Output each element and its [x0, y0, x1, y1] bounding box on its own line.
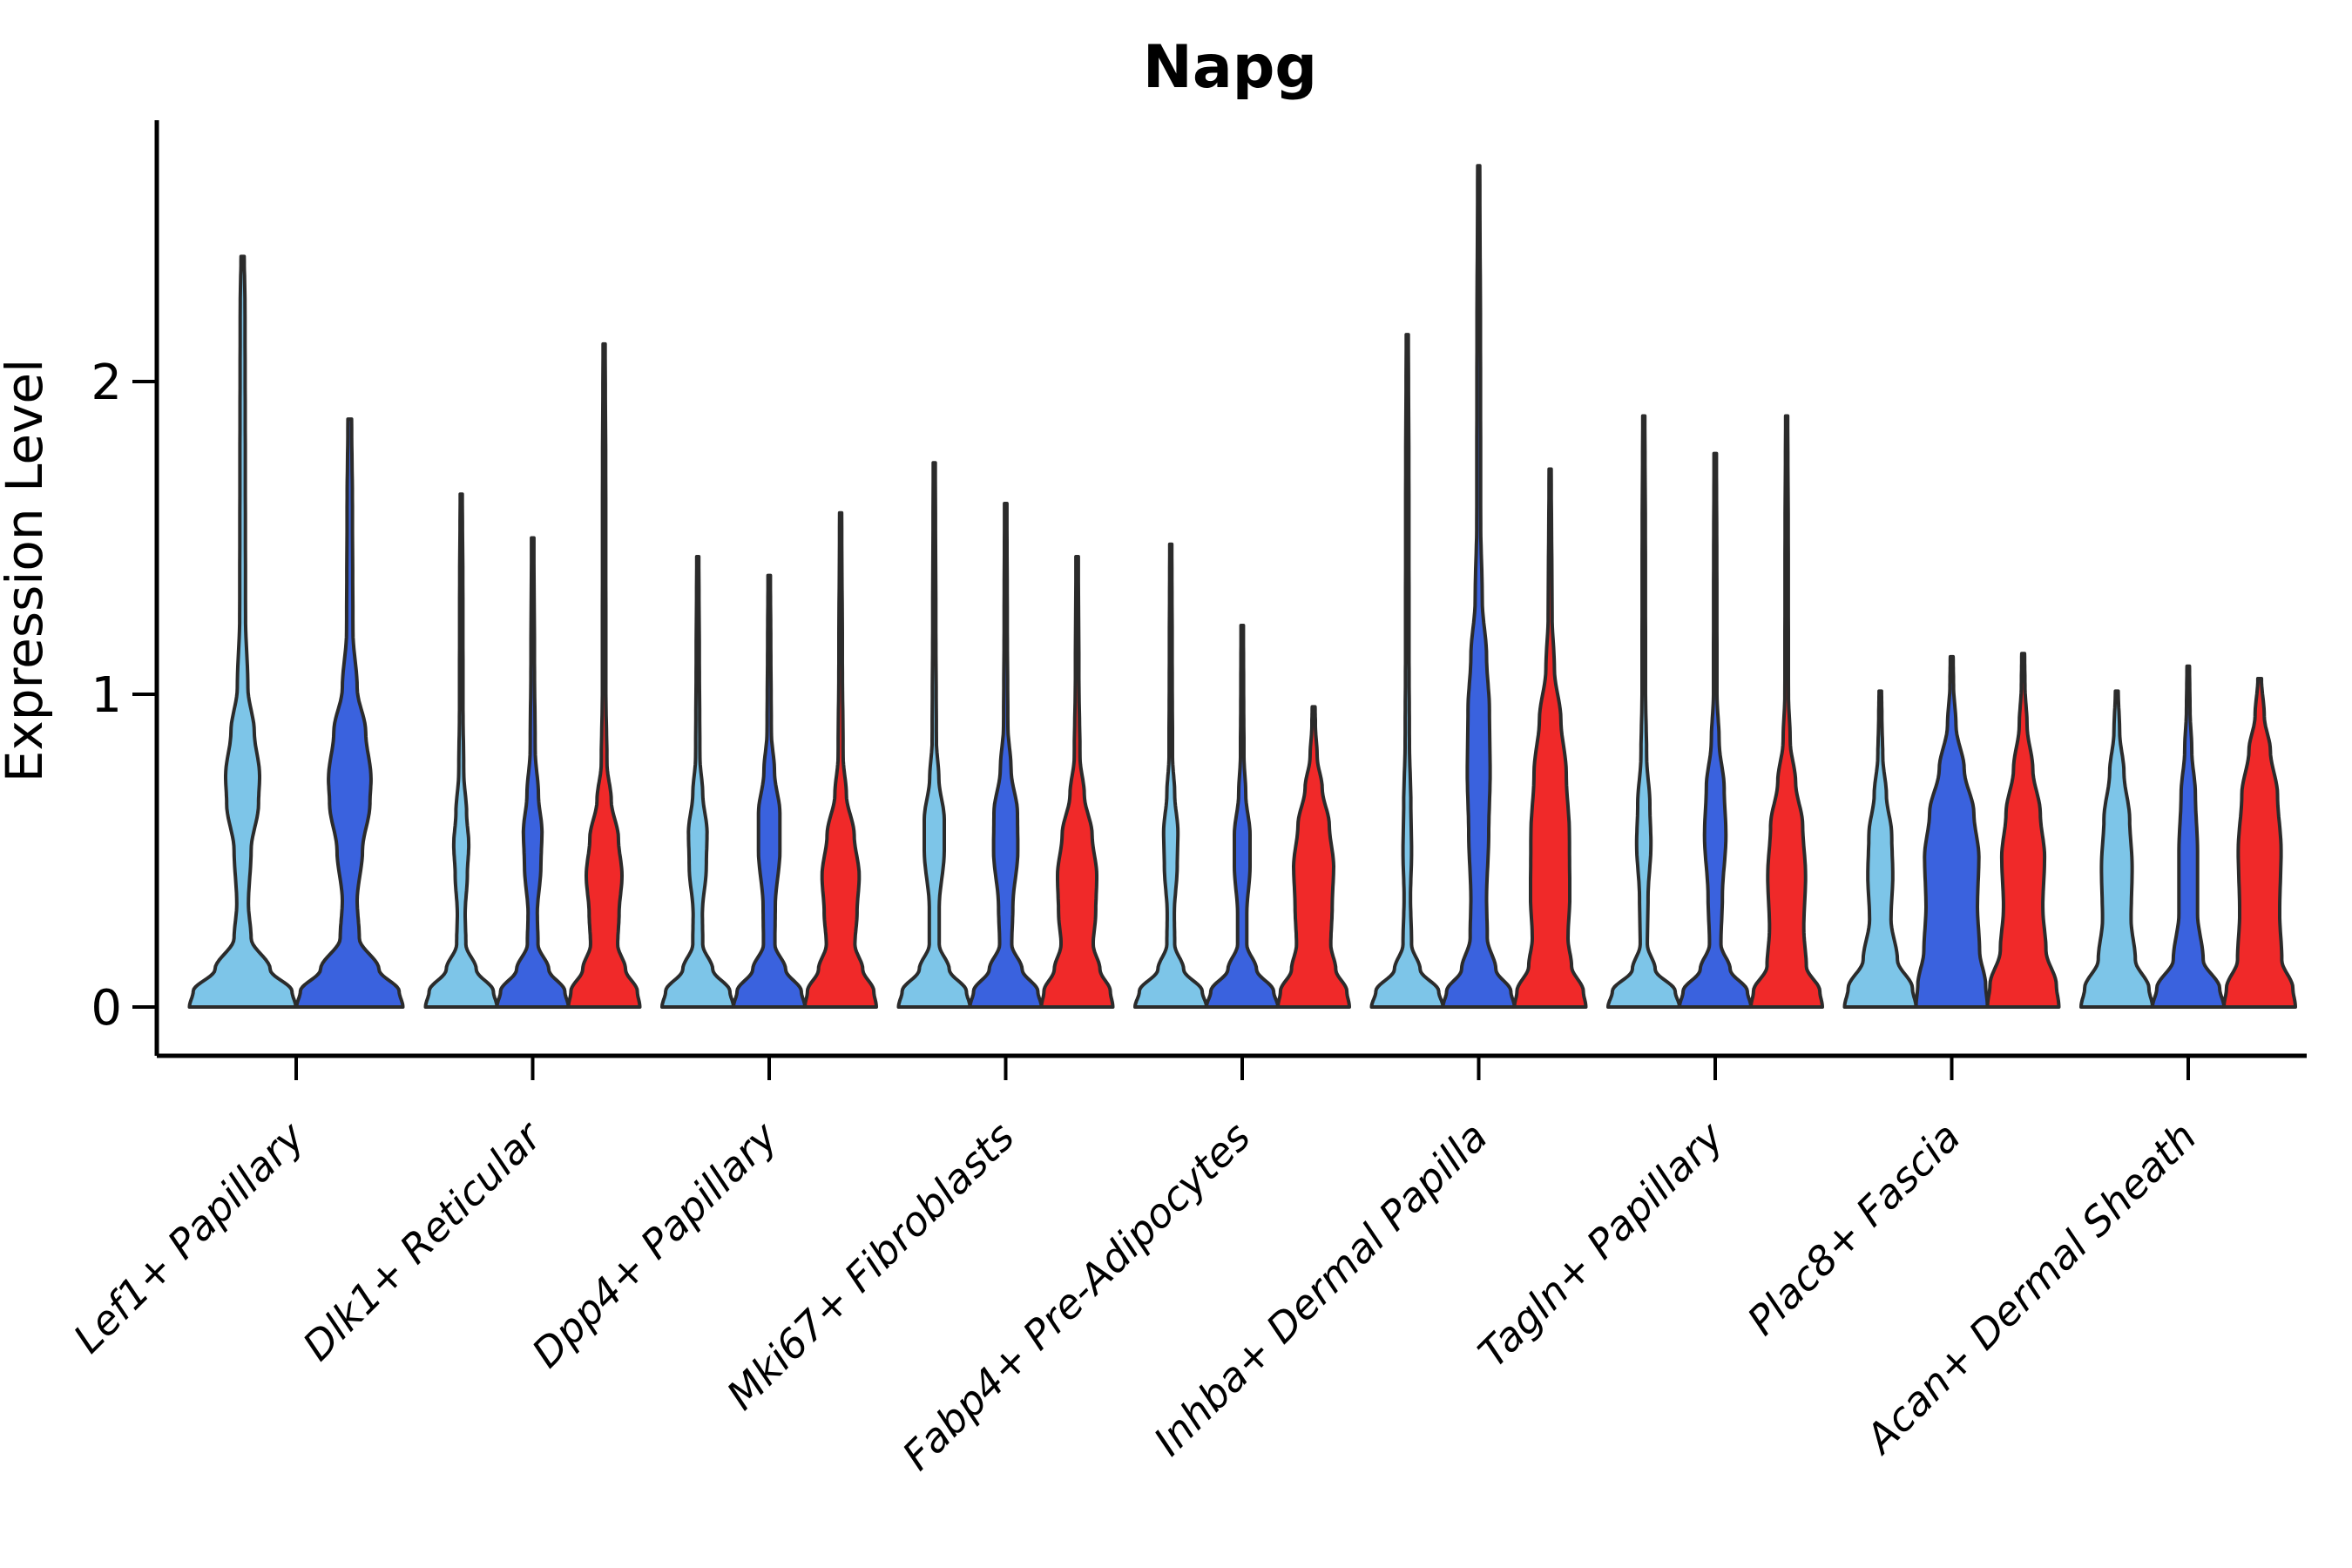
violin-dpp4-papillary-light-blue	[660, 555, 735, 1009]
violin-tagln-papillary-red	[1749, 414, 1824, 1009]
violin-dpp4-papillary-dark-blue	[732, 573, 807, 1009]
x-tick-label-tagln-papillary: Tagln+ Papillary	[1469, 1112, 1733, 1376]
violin-inhba-dermal-papilla-red	[1512, 467, 1588, 1009]
violin-fabp4-pre-adipocytes-dark-blue	[1205, 624, 1280, 1009]
x-tick-label-dpp4-papillary: Dpp4+ Papillary	[523, 1112, 787, 1376]
y-tick-label-2: 2	[91, 355, 122, 411]
violin-acan-dermal-sheath-light-blue	[2079, 689, 2154, 1009]
plot-title: Napg	[1143, 33, 1317, 102]
violin-mki67-fibroblasts-dark-blue	[968, 502, 1044, 1009]
violin-plac8-fascia-light-blue	[1842, 689, 1918, 1009]
violin-fabp4-pre-adipocytes-light-blue	[1133, 542, 1208, 1009]
y-tick-label-0: 0	[91, 980, 122, 1037]
x-tick-label-lef1-papillary: Lef1+ Papillary	[64, 1112, 314, 1362]
y-axis-label: Expression Level	[0, 359, 54, 782]
y-tick-label-1: 1	[91, 667, 122, 724]
violin-acan-dermal-sheath-dark-blue	[2151, 664, 2226, 1009]
violin-lef1-papillary-light-blue	[187, 254, 298, 1009]
violin-plac8-fascia-dark-blue	[1914, 654, 1990, 1009]
violin-acan-dermal-sheath-red	[2222, 677, 2297, 1009]
violin-inhba-dermal-papilla-light-blue	[1369, 333, 1445, 1009]
violin-mki67-fibroblasts-red	[1039, 555, 1115, 1009]
violin-plac8-fascia-red	[1985, 652, 2061, 1009]
violin-mki67-fibroblasts-light-blue	[896, 461, 972, 1009]
violin-tagln-papillary-dark-blue	[1678, 451, 1753, 1009]
x-tick-layer	[294, 1056, 2190, 1080]
violin-dlk1-reticular-red	[566, 341, 642, 1009]
violin-fabp4-pre-adipocytes-red	[1276, 705, 1351, 1009]
violin-layer	[187, 164, 2297, 1009]
violin-dpp4-papillary-red	[803, 510, 878, 1009]
violin-inhba-dermal-papilla-dark-blue	[1441, 164, 1517, 1009]
x-tick-label-plac8-fascia: Plac8+ Fascia	[1738, 1113, 1969, 1344]
violin-dlk1-reticular-dark-blue	[495, 536, 571, 1009]
violin-tagln-papillary-light-blue	[1606, 414, 1681, 1009]
violin-lef1-papillary-dark-blue	[294, 417, 405, 1009]
violin-dlk1-reticular-light-blue	[423, 492, 499, 1009]
x-tick-label-dlk1-reticular: Dlk1+ Reticular	[294, 1111, 552, 1369]
